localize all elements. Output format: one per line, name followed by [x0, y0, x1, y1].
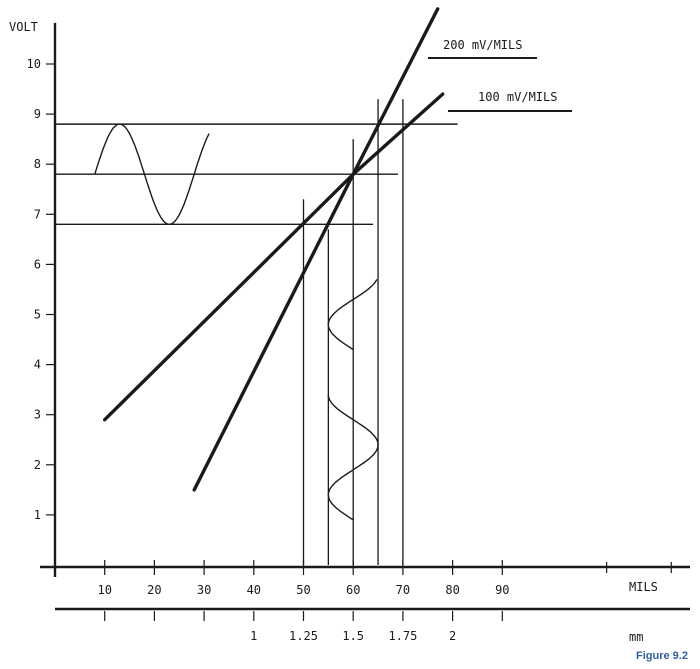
x-tick-label: 50 [296, 583, 310, 597]
input-waveform [327, 279, 378, 351]
y-tick-label: 6 [34, 257, 41, 271]
series-label: 200 mV/MILS [443, 38, 522, 52]
x-tick-label: 70 [396, 583, 410, 597]
y-tick-label: 2 [34, 458, 41, 472]
x2-tick-label: 1.25 [289, 629, 318, 643]
x2-axis-label: mm [629, 630, 643, 644]
x2-tick-label: 2 [449, 629, 456, 643]
x2-tick-label: 1.75 [388, 629, 417, 643]
series-line [192, 7, 440, 492]
series-label: 100 mV/MILS [478, 90, 557, 104]
x-tick-label: 90 [495, 583, 509, 597]
y-tick-label: 5 [34, 308, 41, 322]
x-tick-label: 80 [445, 583, 459, 597]
y-tick-label: 3 [34, 408, 41, 422]
y-axis-label: VOLT [9, 20, 38, 34]
y-tick-label: 7 [34, 207, 41, 221]
y-tick-label: 4 [34, 358, 41, 372]
x-tick-label: 20 [147, 583, 161, 597]
figure-caption: Figure 9.2 [636, 650, 688, 662]
x-tick-label: 60 [346, 583, 360, 597]
input-waveform [327, 394, 379, 521]
output-waveform [94, 123, 210, 226]
x-tick-label: 10 [97, 583, 111, 597]
x2-tick-label: 1 [250, 629, 257, 643]
series-line [103, 92, 445, 422]
x-tick-label: 40 [247, 583, 261, 597]
x-axis-label: MILS [629, 580, 658, 594]
y-tick-label: 1 [34, 508, 41, 522]
x-tick-label: 30 [197, 583, 211, 597]
y-tick-label: 8 [34, 157, 41, 171]
y-tick-label: 10 [27, 57, 41, 71]
y-tick-label: 9 [34, 107, 41, 121]
x2-tick-label: 1.5 [342, 629, 364, 643]
